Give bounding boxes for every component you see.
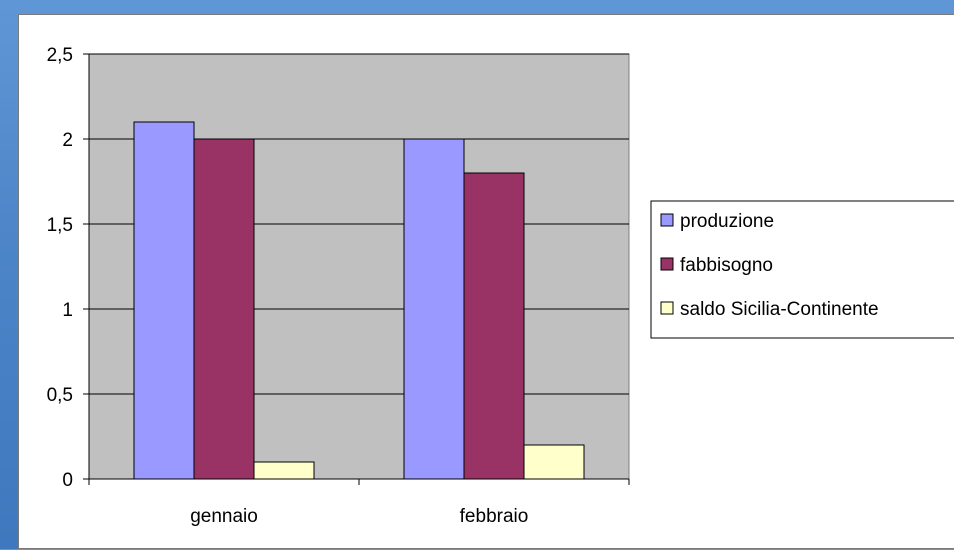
y-tick-label: 2 <box>62 130 73 151</box>
bar <box>193 138 255 480</box>
chart-frame: 0 0,5 1 1,5 2 2,5 gennaio febbraio produzione fab… <box>18 14 954 549</box>
legend-swatch <box>660 213 674 227</box>
legend-box <box>650 200 954 339</box>
legend-label: produzione <box>680 211 774 232</box>
bar-chart: 0 0,5 1 1,5 2 2,5 gennaio febbraio produzione fab… <box>47 45 954 527</box>
y-tick-label: 1 <box>62 300 73 321</box>
x-tick-label: febbraio <box>460 506 529 527</box>
y-tick-label: 0,5 <box>47 385 73 406</box>
y-tick-label: 0 <box>62 470 73 491</box>
y-tick-label: 1,5 <box>47 215 73 236</box>
bar <box>403 138 465 480</box>
y-tick-label: 2,5 <box>47 45 73 66</box>
legend-label: saldo Sicilia-Continente <box>680 299 879 320</box>
legend-swatch <box>660 301 674 315</box>
bar <box>523 444 585 480</box>
legend-label: fabbisogno <box>680 255 773 276</box>
legend-swatch <box>660 257 674 271</box>
x-tick-label: gennaio <box>190 506 258 527</box>
bar <box>463 172 525 480</box>
bar <box>133 121 195 480</box>
bar <box>253 461 315 480</box>
